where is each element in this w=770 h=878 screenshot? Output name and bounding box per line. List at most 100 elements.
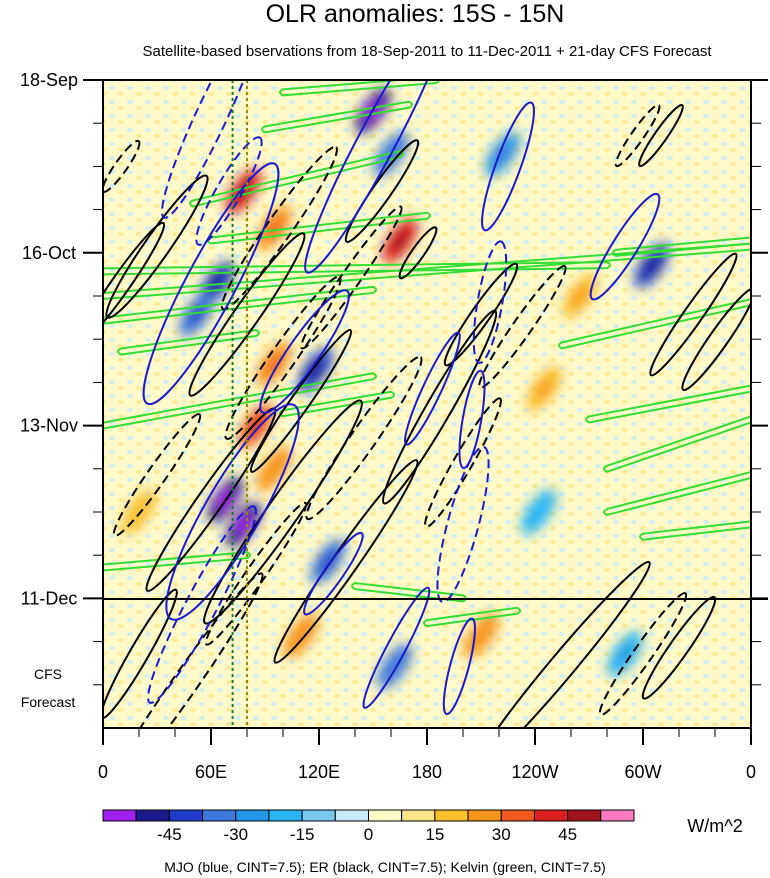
anomaly-core-22: [535, 378, 553, 399]
mjo-contours: [142, 80, 661, 716]
anomaly-core-9: [247, 415, 265, 437]
mjo-contour-3: [481, 101, 535, 232]
contour-legend: MJO (blue, CINT=7.5); ER (black, CINT=7.…: [164, 859, 606, 875]
colorbar-swatch-7: [334, 809, 369, 822]
colorbar-tick-label-4: 15: [425, 825, 444, 844]
er-contour-16: [112, 413, 202, 537]
colorbar-tick-label-3: 0: [364, 825, 373, 844]
x-tick-label-6: 0: [746, 762, 756, 782]
x-tick-label-2: 120E: [298, 762, 340, 782]
colorbar-swatch-12: [500, 809, 535, 822]
kelvin-contour-16: [103, 551, 251, 572]
y-tick-label-3: 11-Dec: [21, 588, 78, 608]
er-contours: [103, 104, 751, 728]
er-contour-12: [649, 252, 738, 377]
x-tick-label-4: 120W: [511, 762, 558, 782]
anomaly-core-3: [265, 217, 283, 239]
kelvin-contour-12: [585, 384, 751, 424]
colorbar-swatch-11: [467, 809, 502, 822]
kelvin-contour-15: [639, 520, 751, 541]
colorbar-swatch-8: [368, 809, 403, 822]
kelvin-contour-9: [279, 390, 395, 418]
anomaly-core-4: [391, 230, 409, 251]
anomaly-core-23: [292, 625, 310, 646]
kelvin-contour-0: [279, 80, 440, 97]
anomaly-core-14: [643, 254, 661, 276]
y-tick-label-0: 18-Sep: [20, 70, 78, 90]
kelvin-contour-6: [103, 285, 377, 325]
mjo-contour-0: [304, 80, 450, 274]
colorbar-swatch-2: [168, 809, 204, 822]
anomaly-core-13: [319, 550, 337, 572]
er-contour-6: [249, 328, 353, 473]
er-contour-9: [424, 397, 502, 528]
x-tick-label-5: 60W: [624, 762, 661, 782]
er-contour-2: [188, 232, 306, 397]
colorbar-swatch-0: [102, 809, 137, 822]
anomaly-core-8: [265, 353, 283, 375]
colorbar-tick-label-1: -30: [223, 825, 248, 844]
kelvin-contour-7: [117, 328, 260, 356]
er-contour-28: [398, 226, 438, 280]
colorbar-tick-label-2: -15: [290, 825, 315, 844]
er-contour-7: [305, 355, 423, 521]
anomaly-core-12: [265, 458, 283, 480]
er-contour-5: [224, 275, 342, 440]
colorbar-tick-label-0: -45: [157, 825, 182, 844]
plot-area: [103, 80, 751, 728]
er-contour-23: [598, 592, 688, 716]
mjo-contour-2: [195, 136, 263, 246]
mjo-contour-12: [147, 505, 257, 704]
mjo-contour-15: [303, 531, 364, 616]
er-contour-20: [104, 572, 264, 728]
colorbar-swatch-1: [135, 809, 170, 822]
colorbar: -45 -30 -15 0 15 30 45: [102, 809, 635, 844]
y-tick-label-1: 16-Oct: [22, 243, 76, 263]
anomaly-core-21: [130, 501, 148, 523]
kelvin-contours: [103, 80, 751, 628]
colorbar-swatch-4: [235, 809, 270, 822]
kelvin-contour-10: [612, 236, 751, 257]
colorbar-swatch-5: [268, 809, 303, 822]
colorbar-tick-label-5: 30: [492, 825, 511, 844]
er-contour-18: [204, 501, 308, 646]
x-tick-label-3: 180: [412, 762, 442, 782]
er-contour-11: [443, 262, 519, 367]
kelvin-contour-11: [558, 298, 751, 350]
reference-lines: [231, 80, 248, 728]
er-contour-21: [473, 560, 651, 728]
kelvin-contour-17: [351, 582, 467, 603]
colorbar-swatch-15: [600, 809, 635, 822]
er-contour-13: [681, 287, 751, 392]
mjo-contour-7: [472, 240, 508, 364]
anomaly-core-7: [306, 359, 324, 381]
y-axis: 18-Sep 16-Oct 13-Nov 11-Dec: [20, 70, 768, 686]
colorbar-units: W/m^2: [687, 816, 742, 836]
colorbar-swatch-13: [533, 809, 569, 822]
anomaly-core-6: [188, 304, 206, 325]
x-tick-label-1: 60E: [195, 762, 227, 782]
colorbar-swatch-6: [301, 809, 336, 822]
chart-subtitle: Satellite-based bservations from 18-Sep-…: [142, 43, 712, 60]
mjo-contour-13: [362, 586, 431, 709]
er-contour-4: [300, 205, 403, 350]
mjo-contour-4: [589, 192, 661, 301]
mjo-contour-9: [404, 331, 461, 446]
colorbar-swatch-9: [401, 809, 436, 822]
anomaly-core-17: [530, 501, 548, 523]
kelvin-contour-8: [103, 372, 377, 430]
anomaly-core-20: [616, 643, 634, 665]
anomaly-core-18: [472, 625, 490, 646]
mjo-contour-14: [442, 617, 476, 716]
colorbar-tick-label-6: 45: [558, 825, 577, 844]
forecast-label-line1: CFS: [34, 666, 62, 682]
colorbar-swatch-14: [567, 809, 602, 822]
mjo-contour-5: [142, 162, 280, 406]
x-tick-label-0: 0: [98, 762, 108, 782]
mjo-contour-6: [259, 289, 350, 414]
kelvin-contour-13: [603, 415, 751, 473]
forecast-label-line2: Forecast: [21, 694, 76, 710]
colorbar-swatch-3: [202, 809, 237, 822]
er-contour-25: [638, 104, 684, 168]
